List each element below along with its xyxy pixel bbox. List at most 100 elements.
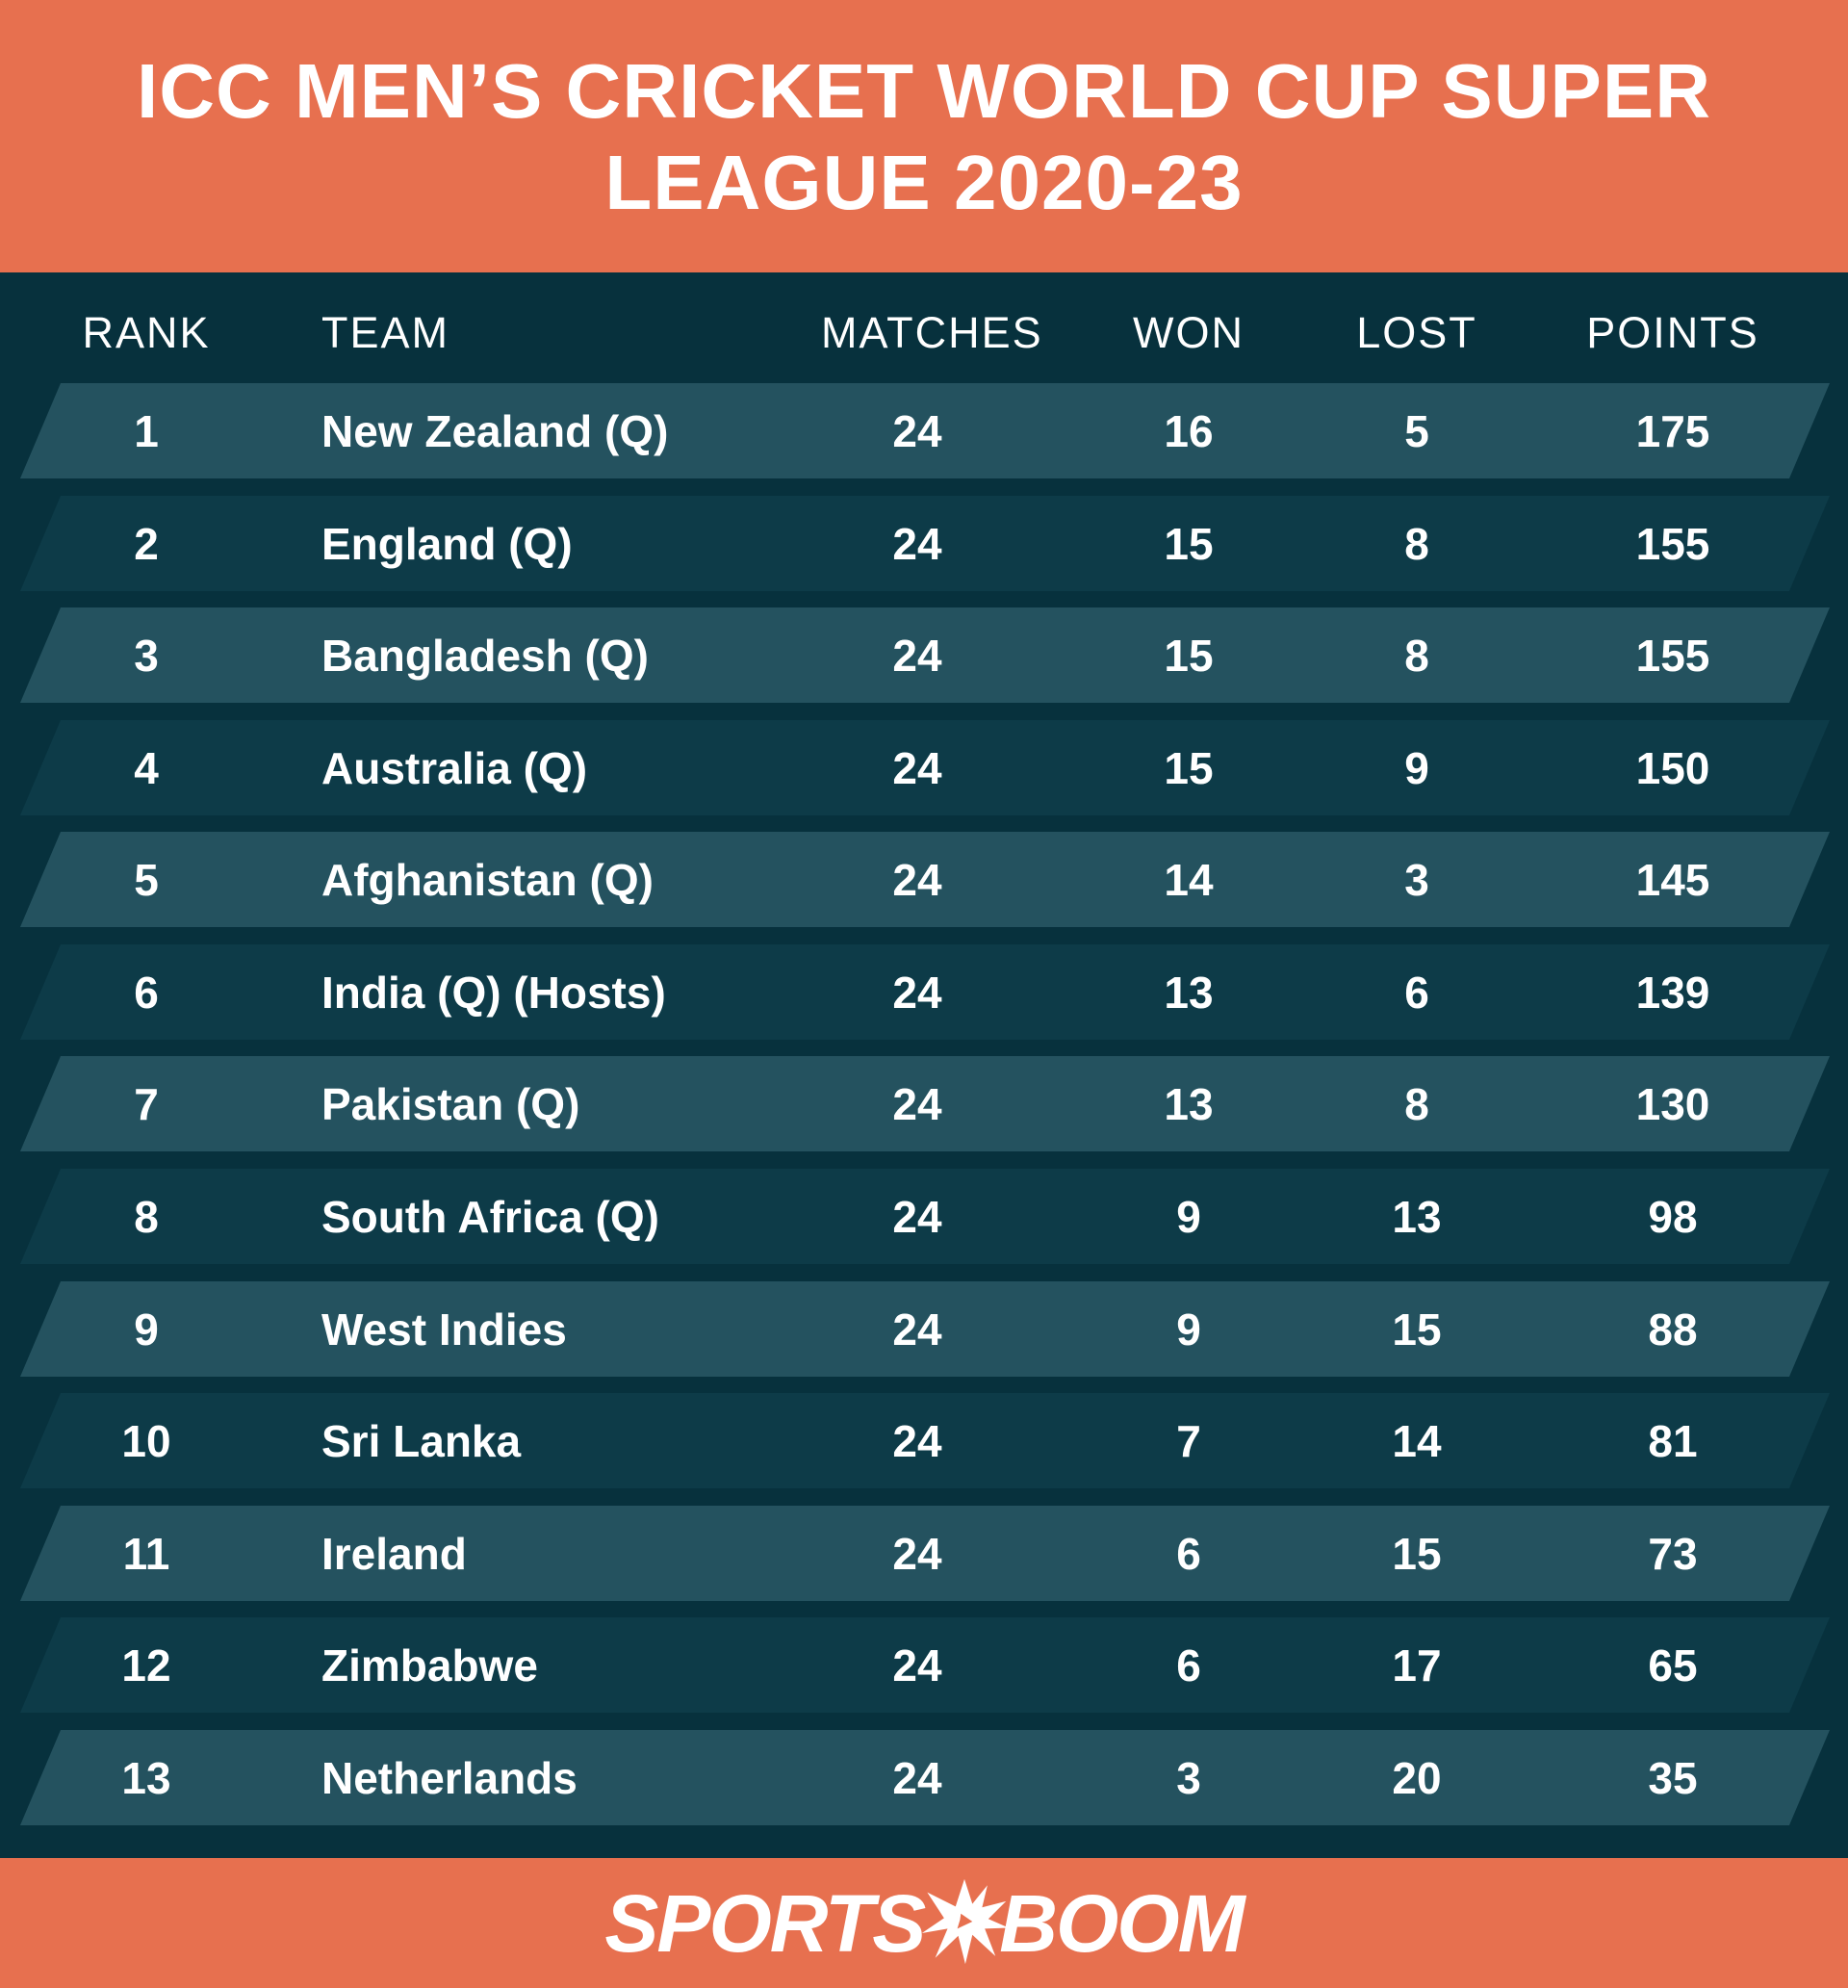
lost-cell: 14 (1392, 1415, 1442, 1466)
points-cell: 145 (1635, 854, 1710, 905)
table-row: 4 Australia (Q) 24 15 9 150 (0, 720, 1848, 815)
matches-cell: 24 (892, 518, 942, 569)
points-cell: 130 (1635, 1078, 1710, 1129)
matches-cell: 24 (892, 967, 942, 1018)
rank-cell: 2 (134, 518, 159, 569)
team-cell: West Indies (321, 1304, 567, 1355)
rank-cell: 9 (134, 1304, 159, 1355)
column-header-won: WON (1133, 308, 1245, 357)
rank-cell: 5 (134, 854, 159, 905)
points-cell: 155 (1635, 630, 1710, 681)
lost-cell: 8 (1404, 518, 1429, 569)
won-cell: 9 (1176, 1191, 1201, 1242)
matches-cell: 24 (892, 742, 942, 793)
table-header-row: RANK TEAM MATCHES WON LOST POINTS (0, 304, 1848, 362)
table-row: 13 Netherlands 24 3 20 35 (0, 1730, 1848, 1825)
points-cell: 65 (1648, 1639, 1698, 1691)
rank-cell: 6 (134, 967, 159, 1018)
won-cell: 13 (1164, 1078, 1214, 1129)
rank-cell: 8 (134, 1191, 159, 1242)
column-header-matches: MATCHES (821, 308, 1043, 357)
lost-cell: 9 (1404, 742, 1429, 793)
rank-cell: 10 (121, 1415, 171, 1466)
won-cell: 3 (1176, 1752, 1201, 1803)
team-cell: England (Q) (321, 518, 573, 569)
footer-bar: SPORTS BOOM (0, 1858, 1848, 1988)
lost-cell: 8 (1404, 1078, 1429, 1129)
lost-cell: 3 (1404, 854, 1429, 905)
column-header-rank: RANK (82, 308, 211, 357)
table-row: 8 South Africa (Q) 24 9 13 98 (0, 1169, 1848, 1264)
sportsboom-logo: SPORTS BOOM (604, 1877, 1245, 1969)
lost-cell: 8 (1404, 630, 1429, 681)
matches-cell: 24 (892, 1078, 942, 1129)
lost-cell: 15 (1392, 1528, 1442, 1579)
points-cell: 155 (1635, 518, 1710, 569)
team-cell: Netherlands (321, 1752, 578, 1803)
rank-cell: 11 (122, 1528, 170, 1579)
matches-cell: 24 (892, 1752, 942, 1803)
lost-cell: 15 (1392, 1304, 1442, 1355)
logo-text-boom: BOOM (999, 1877, 1245, 1969)
team-cell: Afghanistan (Q) (321, 854, 654, 905)
table-row: 5 Afghanistan (Q) 24 14 3 145 (0, 832, 1848, 927)
page-title-line1: ICC MEN’S CRICKET WORLD CUP SUPER (136, 47, 1712, 134)
team-cell: Zimbabwe (321, 1639, 538, 1691)
team-cell: South Africa (Q) (321, 1191, 659, 1242)
rank-cell: 1 (134, 405, 159, 456)
points-cell: 88 (1648, 1304, 1698, 1355)
table-row: 11 Ireland 24 6 15 73 (0, 1506, 1848, 1601)
table-row: 6 India (Q) (Hosts) 24 13 6 139 (0, 944, 1848, 1040)
matches-cell: 24 (892, 405, 942, 456)
column-header-points: POINTS (1586, 308, 1759, 357)
rank-cell: 12 (121, 1639, 171, 1691)
table-row: 10 Sri Lanka 24 7 14 81 (0, 1393, 1848, 1488)
points-cell: 150 (1635, 742, 1710, 793)
team-cell: Sri Lanka (321, 1415, 522, 1466)
points-cell: 175 (1635, 405, 1710, 456)
won-cell: 9 (1176, 1304, 1201, 1355)
won-cell: 13 (1164, 967, 1214, 1018)
table-row: 1 New Zealand (Q) 24 16 5 175 (0, 383, 1848, 478)
matches-cell: 24 (892, 1415, 942, 1466)
team-cell: Australia (Q) (321, 742, 588, 793)
matches-cell: 24 (892, 1528, 942, 1579)
title-banner: ICC MEN’S CRICKET WORLD CUP SUPER LEAGUE… (0, 0, 1848, 272)
lost-cell: 6 (1404, 967, 1429, 1018)
won-cell: 7 (1176, 1415, 1201, 1466)
points-cell: 98 (1648, 1191, 1698, 1242)
won-cell: 14 (1164, 854, 1214, 905)
won-cell: 6 (1176, 1528, 1201, 1579)
table-row: 7 Pakistan (Q) 24 13 8 130 (0, 1056, 1848, 1151)
rank-cell: 4 (134, 742, 159, 793)
matches-cell: 24 (892, 630, 942, 681)
lost-cell: 5 (1404, 405, 1429, 456)
page-title-line2: LEAGUE 2020-23 (604, 139, 1244, 225)
lost-cell: 20 (1392, 1752, 1442, 1803)
table-row: 9 West Indies 24 9 15 88 (0, 1281, 1848, 1377)
matches-cell: 24 (892, 1304, 942, 1355)
table-row: 3 Bangladesh (Q) 24 15 8 155 (0, 607, 1848, 703)
team-cell: India (Q) (Hosts) (321, 967, 666, 1018)
matches-cell: 24 (892, 854, 942, 905)
table-row: 2 England (Q) 24 15 8 155 (0, 496, 1848, 591)
matches-cell: 24 (892, 1191, 942, 1242)
points-cell: 81 (1648, 1415, 1698, 1466)
table-row: 12 Zimbabwe 24 6 17 65 (0, 1617, 1848, 1713)
won-cell: 6 (1176, 1639, 1201, 1691)
lost-cell: 13 (1392, 1191, 1442, 1242)
won-cell: 15 (1164, 630, 1214, 681)
lost-cell: 17 (1392, 1639, 1442, 1691)
team-cell: New Zealand (Q) (321, 405, 669, 456)
points-cell: 73 (1648, 1528, 1698, 1579)
won-cell: 16 (1164, 405, 1214, 456)
matches-cell: 24 (892, 1639, 942, 1691)
column-header-lost: LOST (1356, 308, 1477, 357)
starburst-icon (922, 1878, 1010, 1964)
team-cell: Ireland (321, 1528, 467, 1579)
rank-cell: 13 (121, 1752, 171, 1803)
logo-text-sports: SPORTS (604, 1877, 926, 1969)
won-cell: 15 (1164, 518, 1214, 569)
rank-cell: 3 (134, 630, 159, 681)
rank-cell: 7 (134, 1078, 159, 1129)
